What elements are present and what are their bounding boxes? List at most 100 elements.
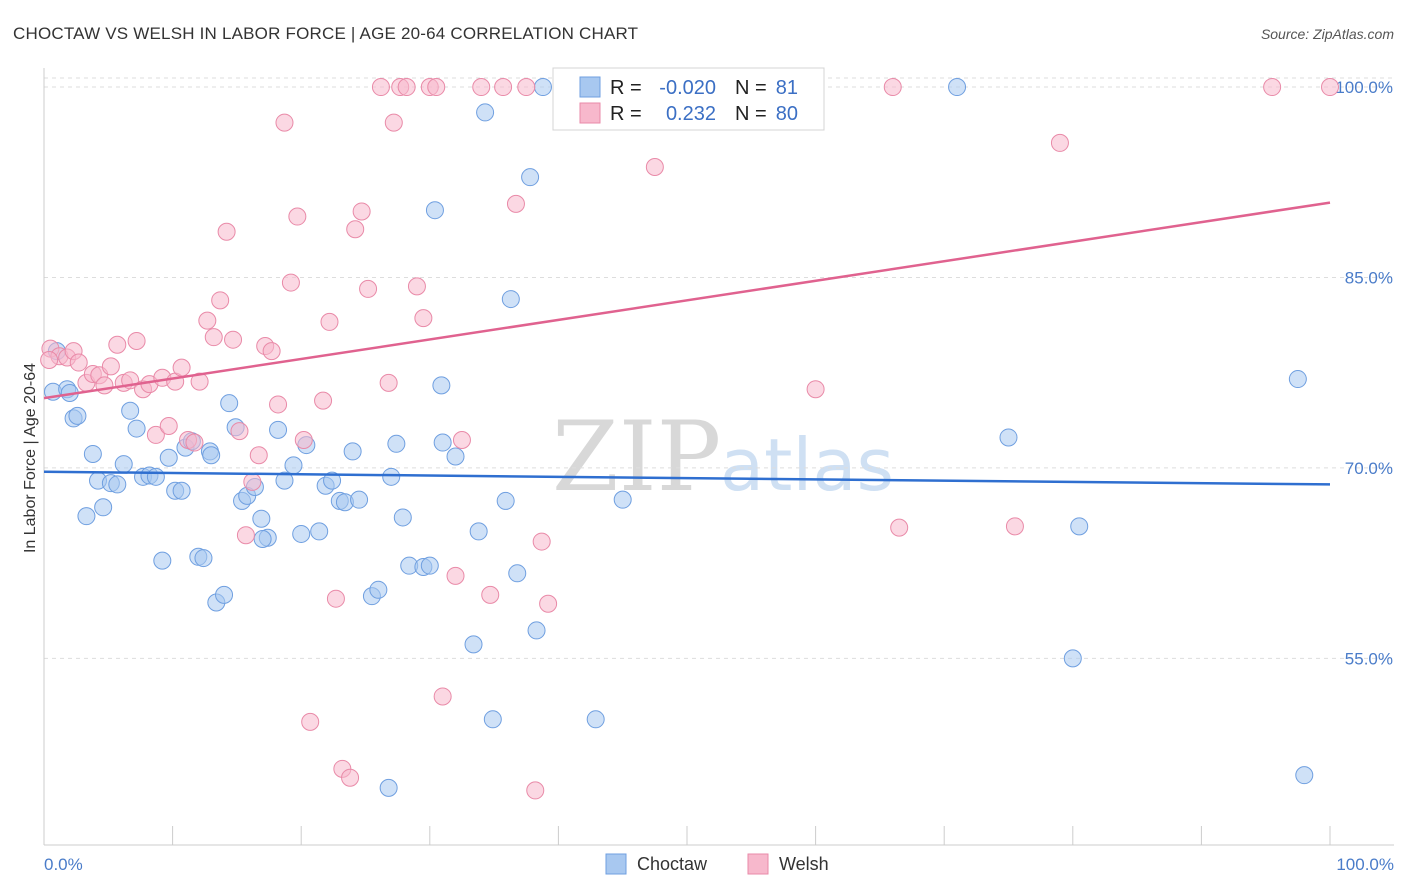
bottom-legend-welsh-label: Welsh xyxy=(779,854,829,874)
trend-lines xyxy=(43,201,1331,486)
welsh-point xyxy=(204,328,223,347)
choctaw-point xyxy=(613,490,632,509)
choctaw-point xyxy=(508,564,527,583)
choctaw-point xyxy=(446,447,465,466)
welsh-point xyxy=(532,532,551,551)
choctaw-point xyxy=(68,406,87,425)
y-tick-label: 55.0% xyxy=(1345,649,1393,668)
choctaw-n-value: 81 xyxy=(776,77,798,99)
choctaw-point xyxy=(127,419,146,438)
welsh-point xyxy=(275,113,294,132)
welsh-point xyxy=(481,585,500,604)
welsh-point xyxy=(539,594,558,613)
y-tick-labels: 55.0% 70.0% 85.0% 100.0% xyxy=(1335,78,1393,668)
welsh-point xyxy=(127,331,146,350)
welsh-point xyxy=(452,430,471,449)
choctaw-point xyxy=(379,778,398,797)
choctaw-point xyxy=(483,710,502,729)
welsh-point xyxy=(341,768,360,787)
welsh-point xyxy=(506,194,525,213)
welsh-r-value: 0.232 xyxy=(666,103,716,125)
welsh-point xyxy=(494,78,513,97)
choctaw-point xyxy=(350,490,369,509)
choctaw-point xyxy=(501,290,520,309)
welsh-point xyxy=(397,78,416,97)
choctaw-point xyxy=(464,635,483,654)
welsh-point xyxy=(288,207,307,226)
choctaw-point xyxy=(108,475,127,494)
choctaw-point xyxy=(114,455,133,474)
x-tick-label-max: 100.0% xyxy=(1336,855,1394,874)
welsh-point xyxy=(243,472,262,491)
choctaw-point xyxy=(1063,649,1082,668)
bottom-legend: Choctaw Welsh xyxy=(605,853,829,875)
welsh-point xyxy=(517,78,536,97)
welsh-point xyxy=(224,330,243,349)
choctaw-point xyxy=(269,420,288,439)
welsh-point xyxy=(890,518,909,537)
welsh-point xyxy=(359,279,378,298)
choctaw-point xyxy=(146,467,165,486)
x-tick-label-min: 0.0% xyxy=(44,855,83,874)
welsh-point xyxy=(645,158,664,177)
choctaw-point xyxy=(420,556,439,575)
choctaw-point xyxy=(527,621,546,640)
y-tick-label: 100.0% xyxy=(1335,78,1393,97)
choctaw-point xyxy=(94,498,113,517)
choctaw-point xyxy=(393,508,412,527)
choctaw-point xyxy=(533,78,552,97)
choctaw-point xyxy=(215,585,234,604)
x-ticks xyxy=(43,826,1331,845)
welsh-point xyxy=(198,311,217,330)
y-axis-label: In Labor Force | Age 20-64 xyxy=(22,363,39,553)
welsh-point xyxy=(883,78,902,97)
axes xyxy=(43,68,1394,846)
welsh-point xyxy=(1005,517,1024,536)
welsh-point xyxy=(269,395,288,414)
choctaw-point xyxy=(292,524,311,543)
welsh-point xyxy=(294,430,313,449)
welsh-point xyxy=(1321,78,1339,97)
welsh-point xyxy=(346,220,365,239)
welsh-point xyxy=(236,526,255,545)
welsh-point xyxy=(806,380,825,399)
choctaw-point xyxy=(469,522,488,541)
welsh-point xyxy=(230,422,249,441)
choctaw-point xyxy=(1295,766,1314,785)
choctaw-point xyxy=(159,448,178,467)
welsh-point xyxy=(1263,78,1282,97)
choctaw-swatch xyxy=(579,76,601,98)
bottom-legend-welsh-swatch xyxy=(747,853,769,875)
welsh-trend-line xyxy=(43,201,1331,400)
choctaw-point xyxy=(77,507,96,526)
choctaw-trend-line xyxy=(43,470,1331,486)
welsh-point xyxy=(262,342,281,361)
choctaw-point xyxy=(496,491,515,510)
welsh-point xyxy=(95,376,114,395)
welsh-point xyxy=(472,78,491,97)
welsh-point xyxy=(320,312,339,331)
chart-title: CHOCTAW VS WELSH IN LABOR FORCE | AGE 20… xyxy=(13,24,638,43)
chart-source: Source: ZipAtlas.com xyxy=(1261,26,1394,42)
choctaw-point xyxy=(323,471,342,490)
watermark-atlas: atlas xyxy=(720,423,894,507)
choctaw-point xyxy=(252,509,271,528)
choctaw-n-label: N = xyxy=(735,77,767,99)
stats-legend: R = -0.020 N = 81 R = 0.232 N = 80 xyxy=(552,67,825,131)
welsh-point xyxy=(101,357,120,376)
choctaw-point xyxy=(220,394,239,413)
choctaw-point xyxy=(476,103,495,122)
welsh-r-label: R = xyxy=(610,103,642,125)
welsh-point xyxy=(427,78,446,97)
choctaw-point xyxy=(586,710,605,729)
welsh-point xyxy=(407,277,426,296)
choctaw-point xyxy=(425,201,444,220)
welsh-point xyxy=(146,425,165,444)
bottom-legend-choctaw-label: Choctaw xyxy=(637,854,708,874)
choctaw-point xyxy=(999,428,1018,447)
choctaw-point xyxy=(253,530,272,549)
choctaw-point xyxy=(121,401,140,420)
welsh-point xyxy=(414,309,433,328)
choctaw-point xyxy=(1288,370,1307,389)
